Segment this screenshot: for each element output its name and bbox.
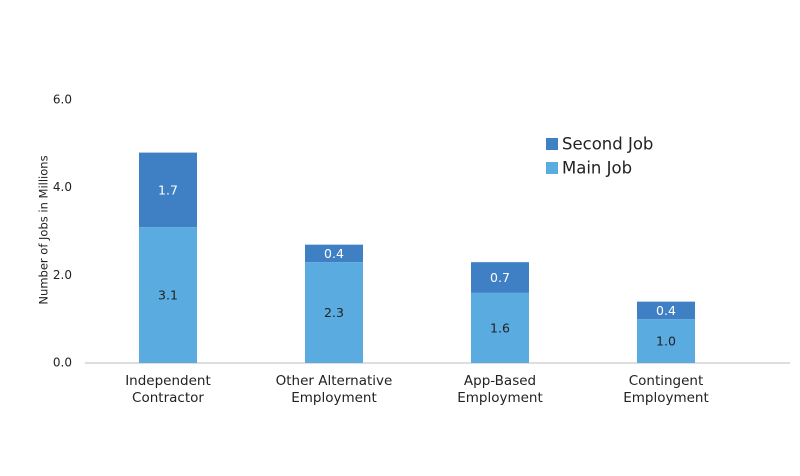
bar-segment xyxy=(139,152,197,228)
data-label: 0.4 xyxy=(656,303,676,318)
x-tick-label: App-Based Employment xyxy=(457,373,543,406)
data-label: 0.7 xyxy=(490,270,510,285)
legend-label: Second Job xyxy=(562,135,653,154)
x-tick-label: Contingent Employment xyxy=(623,373,709,406)
y-tick-label: 6.0 xyxy=(53,93,72,107)
bar-segment xyxy=(637,301,695,320)
bar-segment xyxy=(637,319,695,363)
data-label: 2.3 xyxy=(324,305,344,320)
data-label: 3.1 xyxy=(158,288,178,303)
bar-segment xyxy=(471,262,529,293)
legend-swatch xyxy=(546,162,558,174)
y-axis-label: Number of Jobs in Millions xyxy=(37,155,51,304)
x-tick-label: Other Alternative Employment xyxy=(275,373,393,406)
data-label: 0.4 xyxy=(324,246,344,261)
x-tick-label-box: App-Based Employment xyxy=(457,373,543,406)
legend-swatch xyxy=(546,138,558,150)
data-label: 1.7 xyxy=(158,182,178,197)
legend-label: Main Job xyxy=(562,159,632,178)
x-tick-label-box: Contingent Employment xyxy=(623,373,709,406)
x-tick-label-box: Other Alternative Employment xyxy=(275,373,393,406)
x-tick-label-box: Independent Contractor xyxy=(125,373,211,406)
bar-segment xyxy=(305,244,363,263)
y-tick-label: 0.0 xyxy=(53,356,72,370)
bar-segment xyxy=(305,262,363,363)
data-label: 1.6 xyxy=(490,320,510,335)
y-tick-label: 2.0 xyxy=(53,268,72,282)
x-tick-label: Independent Contractor xyxy=(125,373,211,406)
bar-segment xyxy=(471,292,529,363)
y-tick-label: 4.0 xyxy=(53,180,72,194)
data-label: 1.0 xyxy=(656,334,676,349)
bar-segment xyxy=(139,227,197,363)
